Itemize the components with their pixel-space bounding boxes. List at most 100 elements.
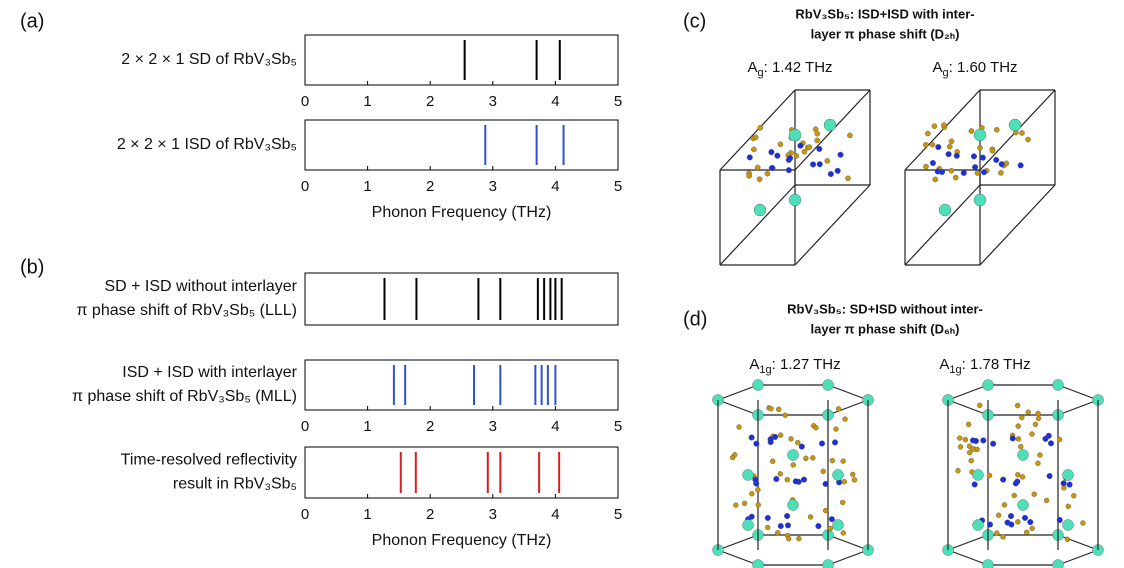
atom: [1037, 452, 1043, 458]
atom: [784, 522, 791, 529]
atom: [1019, 130, 1025, 136]
atom: [973, 193, 987, 207]
bond: [719, 89, 796, 171]
atom: [768, 149, 775, 156]
atom: [994, 530, 1000, 536]
x-axis-label: Phonon Frequency (THz): [372, 204, 552, 221]
bond: [1057, 384, 1099, 401]
atom: [828, 516, 835, 523]
atom: [1004, 519, 1011, 526]
x-tick-label: 1: [363, 418, 371, 435]
atom: [785, 536, 792, 542]
bond: [947, 549, 989, 566]
atom: [768, 406, 774, 412]
atom: [777, 471, 783, 477]
x-tick-label: 3: [489, 506, 497, 523]
atom: [807, 514, 814, 520]
x-tick-label: 4: [551, 93, 559, 110]
atom: [795, 439, 801, 446]
mode-symbol: A: [932, 59, 942, 76]
bond: [1057, 534, 1099, 551]
atom: [741, 500, 748, 507]
atom: [982, 379, 994, 391]
atom: [1080, 520, 1086, 526]
atom: [1018, 444, 1024, 450]
atom: [1071, 493, 1077, 499]
atom: [792, 478, 799, 485]
atom: [850, 471, 856, 478]
atom: [753, 440, 760, 447]
structure-title: layer π phase shift (D₂ₕ): [811, 26, 960, 41]
x-tick-label: 3: [489, 178, 497, 195]
mode-symbol: A: [747, 59, 757, 76]
atom: [1017, 499, 1029, 511]
bond: [717, 534, 759, 551]
atom: [948, 167, 955, 174]
atom: [969, 446, 976, 452]
atom: [1015, 472, 1021, 478]
atom: [752, 476, 759, 483]
atom: [977, 402, 983, 409]
atom: [770, 458, 776, 465]
atom: [972, 469, 984, 481]
x-tick-label: 0: [301, 418, 309, 435]
atom: [784, 513, 791, 520]
atom: [1011, 492, 1017, 499]
atom: [1042, 435, 1049, 442]
atom: [790, 462, 796, 468]
atom: [772, 433, 779, 440]
atom: [840, 458, 846, 464]
atom: [946, 143, 953, 150]
atom: [752, 559, 764, 568]
atom: [986, 472, 993, 479]
bond: [794, 184, 871, 266]
atom: [957, 444, 964, 450]
x-tick-label: 5: [614, 506, 622, 523]
atom: [982, 559, 994, 568]
atom: [756, 176, 763, 183]
atom: [939, 168, 946, 175]
atom: [1008, 118, 1022, 132]
atom: [1032, 421, 1039, 428]
x-tick-label: 0: [301, 93, 309, 110]
atom: [823, 118, 837, 132]
atom: [822, 559, 834, 568]
atom: [1025, 136, 1031, 143]
atom: [1027, 519, 1034, 526]
atom: [1064, 536, 1071, 542]
atom: [757, 124, 764, 131]
y-axis-label: result in RbV₃Sb₅: [173, 476, 297, 493]
atom: [847, 132, 853, 139]
bond: [827, 549, 869, 566]
y-axis-label: Time-resolved reflectivity: [121, 452, 297, 469]
atom: [1025, 409, 1031, 415]
x-tick-label: 5: [614, 93, 622, 110]
x-tick-label: 5: [614, 418, 622, 435]
atom: [813, 425, 819, 431]
mode-label: A1g: 1.78 THz: [939, 356, 1030, 376]
bond: [827, 384, 869, 401]
atom: [810, 161, 817, 168]
mode-subscript: 1g: [759, 364, 771, 376]
atom: [774, 152, 781, 159]
plot-frame: [304, 272, 619, 326]
atom: [816, 161, 823, 168]
x-tick-label: 4: [551, 418, 559, 435]
panel-label: (b): [20, 256, 44, 278]
x-tick-label: 3: [489, 93, 497, 110]
atom: [782, 412, 788, 418]
mode-frequency: : 1.27 THz: [772, 356, 841, 373]
atom: [752, 134, 759, 141]
atom: [736, 424, 742, 430]
atom: [923, 141, 929, 148]
atom: [980, 169, 987, 176]
bond: [827, 399, 869, 416]
atom: [806, 144, 813, 150]
atom: [1000, 476, 1007, 483]
atom: [993, 126, 1000, 133]
atom: [1056, 436, 1063, 443]
atom: [788, 193, 802, 207]
atom: [776, 406, 782, 413]
atom: [755, 487, 761, 493]
y-axis-label: ISD + ISD with interlayer: [122, 364, 297, 381]
